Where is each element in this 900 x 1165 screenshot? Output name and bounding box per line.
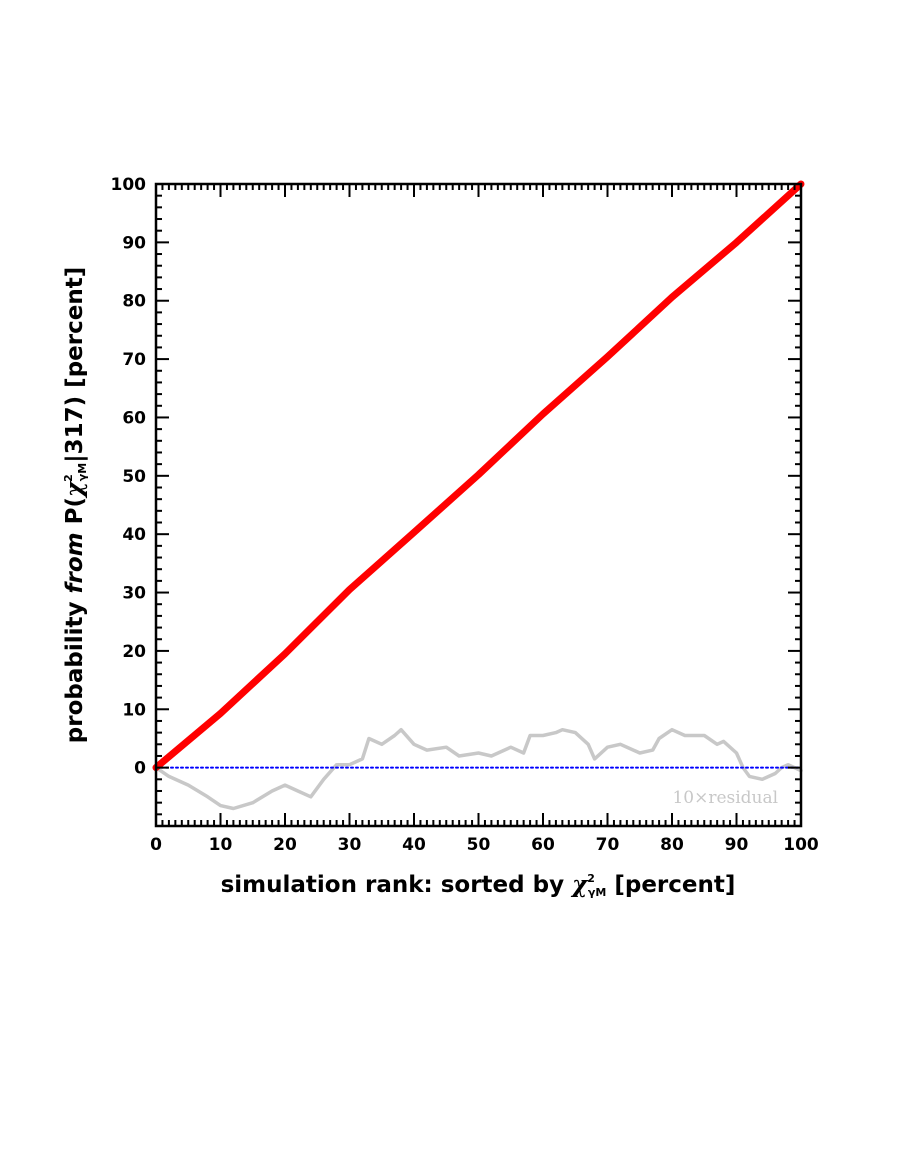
- y-tick-label: 20: [122, 642, 146, 662]
- residual-line: [154, 727, 803, 811]
- x-tick-label: 40: [402, 835, 426, 855]
- y-tick-label: 60: [122, 408, 146, 428]
- x-tick-label: 0: [150, 835, 162, 855]
- x-tick-label: 30: [338, 835, 362, 855]
- x-tick-label: 70: [596, 835, 620, 855]
- x-tick-label: 60: [531, 835, 555, 855]
- y-axis-title: probability from P(χ2γM|317) [percent]: [61, 267, 89, 743]
- y-tick-label: 30: [122, 584, 146, 604]
- ticks-layer: [155, 183, 802, 827]
- x-tick-label: 10: [209, 835, 233, 855]
- probability-line: [152, 180, 805, 772]
- y-tick-label: 40: [122, 525, 146, 545]
- residual-annotation: 10×residual: [672, 788, 778, 808]
- x-tick-label: 20: [273, 835, 297, 855]
- y-tick-label: 70: [122, 350, 146, 370]
- x-tick-label: 50: [467, 835, 491, 855]
- y-tick-label: 50: [122, 467, 146, 487]
- x-tick-label: 90: [725, 835, 749, 855]
- x-axis-title: simulation rank: sorted by χ2 γM [percent…: [221, 871, 736, 899]
- x-tick-label: 80: [660, 835, 684, 855]
- y-tick-label: 90: [122, 233, 146, 253]
- y-tick-label: 100: [111, 175, 147, 195]
- y-tick-label: 0: [134, 759, 146, 779]
- y-tick-label: 80: [122, 292, 146, 312]
- x-tick-label: 100: [783, 835, 819, 855]
- plot-frame: [154, 182, 803, 828]
- curves-layer: [152, 180, 805, 811]
- y-tick-label: 10: [122, 700, 146, 720]
- tick-labels-layer: 0 10 20 30 40 50 60 70 80 90 100 0 10 20 30 40 50 60 70 80 9…: [111, 175, 819, 855]
